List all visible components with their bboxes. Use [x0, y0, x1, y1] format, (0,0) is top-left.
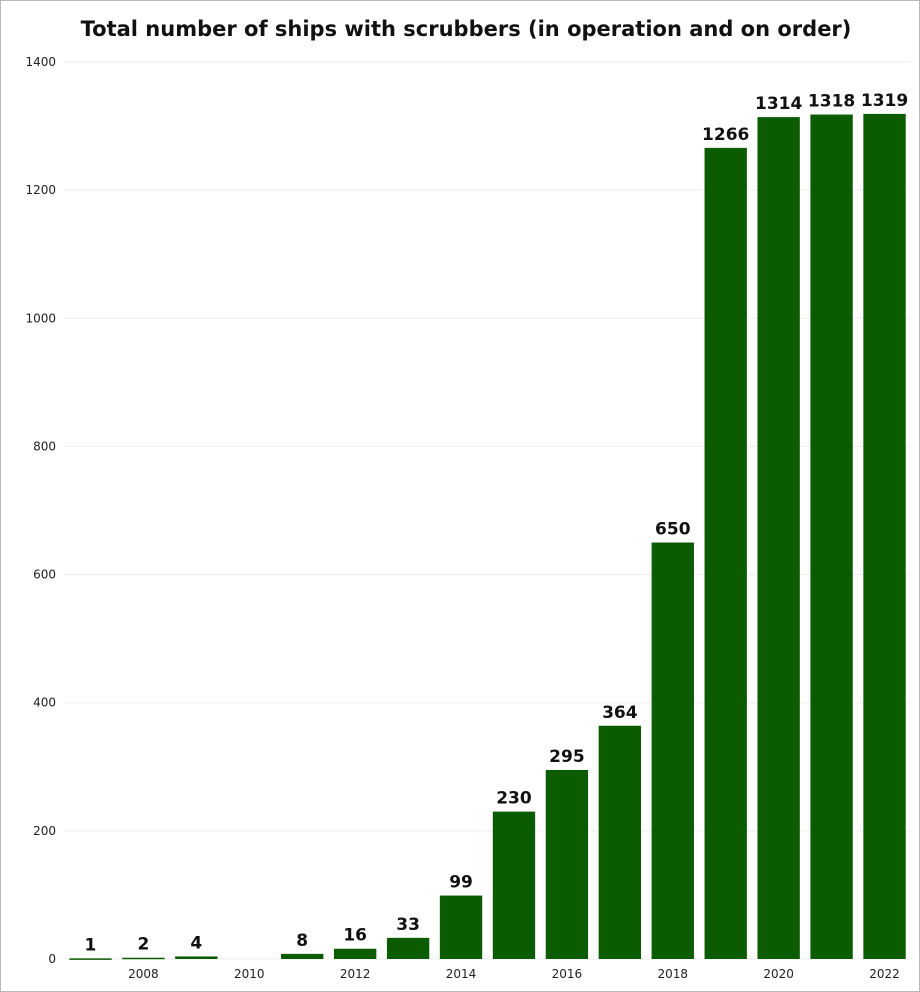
y-tick-label: 800 — [33, 439, 56, 453]
chart-title: Total number of ships with scrubbers (in… — [81, 17, 852, 41]
y-tick-label: 0 — [48, 952, 56, 966]
data-label: 1314 — [755, 94, 802, 114]
bar-2014 — [439, 895, 483, 959]
x-axis: 2008 2010 2012 2014 2016 2018 2020 2022 — [128, 967, 900, 981]
x-tick-label: 2018 — [658, 967, 689, 981]
data-label-layer: 1 2 4 8 16 33 99 230 295 364 650 1266 1314 1318 1319 — [85, 91, 909, 955]
bar-2018 — [651, 542, 694, 959]
data-label: 1266 — [702, 125, 749, 145]
data-label: 2 — [137, 935, 149, 955]
grid-layer — [64, 61, 911, 960]
y-tick-label: 200 — [33, 824, 56, 838]
data-label: 8 — [296, 931, 308, 951]
x-tick-label: 2010 — [234, 967, 265, 981]
x-tick-label: 2012 — [340, 967, 371, 981]
bar-2007 — [69, 958, 112, 960]
y-tick-label: 1000 — [25, 311, 56, 325]
bar-2021 — [810, 114, 853, 959]
y-axis: 0 200 400 600 800 1000 1200 1400 — [25, 55, 56, 966]
y-tick-label: 600 — [33, 568, 56, 582]
bar-2020 — [757, 117, 800, 959]
data-label: 1 — [85, 935, 97, 955]
x-tick-label: 2016 — [552, 967, 583, 981]
bar-2017 — [598, 725, 642, 959]
y-tick-label: 400 — [33, 696, 56, 710]
y-tick-label: 1400 — [25, 55, 56, 69]
bar-2011 — [281, 953, 324, 959]
bar-2009 — [175, 956, 218, 959]
data-label: 1318 — [808, 92, 855, 112]
bar-2012 — [333, 948, 377, 959]
bar-layer — [69, 113, 906, 960]
data-label: 364 — [602, 703, 638, 723]
data-label: 16 — [343, 926, 367, 946]
data-label: 33 — [396, 915, 420, 935]
data-label: 4 — [190, 933, 202, 953]
x-tick-label: 2020 — [763, 967, 794, 981]
data-label: 295 — [549, 747, 585, 767]
bar-2019 — [704, 147, 747, 959]
data-label: 1319 — [861, 91, 908, 111]
x-tick-label: 2014 — [446, 967, 477, 981]
bar-2016 — [545, 769, 589, 959]
bar-2008 — [122, 957, 165, 960]
x-tick-label: 2008 — [128, 967, 159, 981]
bar-2013 — [386, 937, 430, 959]
x-tick-label: 2022 — [869, 967, 900, 981]
data-label: 230 — [496, 789, 532, 809]
data-label: 99 — [449, 873, 473, 893]
bar-2022 — [863, 113, 906, 960]
bar-2015 — [492, 811, 536, 959]
y-tick-label: 1200 — [25, 183, 56, 197]
data-label: 650 — [655, 520, 691, 540]
